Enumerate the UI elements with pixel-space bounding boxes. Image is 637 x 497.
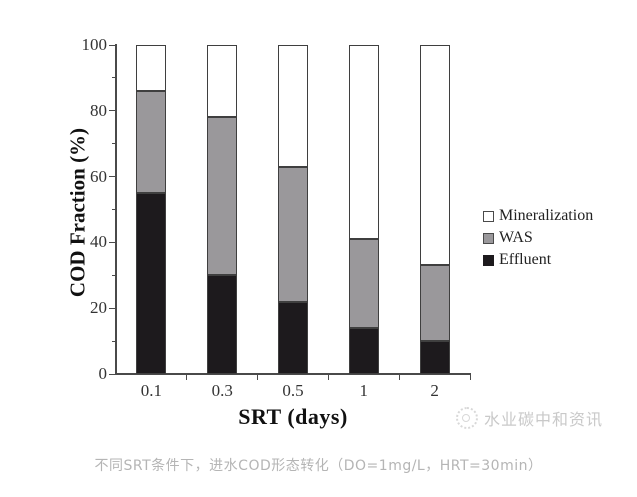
mineralization-swatch-icon	[483, 210, 494, 222]
y-minor-tick-mark	[112, 77, 116, 79]
effluent-swatch-icon	[483, 254, 494, 266]
y-tick-mark	[109, 110, 116, 112]
watermark: 水业碳中和资讯	[456, 406, 603, 430]
bar-segment-effluent	[278, 301, 308, 374]
y-tick-mark	[109, 176, 116, 178]
y-tick-mark	[109, 44, 116, 46]
bar-segment-was	[278, 166, 308, 302]
y-tick-label: 0	[98, 364, 108, 383]
y-axis-title: COD Fraction (%)	[65, 127, 90, 298]
bar-segment-mineralization	[278, 45, 308, 167]
bar-segment-was	[419, 265, 450, 342]
legend-item-mineralization: Mineralization	[483, 205, 593, 227]
x-tick-mark	[398, 374, 400, 380]
y-tick-label: 100	[81, 35, 108, 54]
x-tick-label: 0.1	[140, 381, 163, 400]
x-tick-mark	[327, 374, 329, 380]
x-axis-title: SRT (days)	[238, 404, 348, 429]
watermark-text: 水业碳中和资讯	[484, 410, 604, 429]
y-minor-tick-mark	[112, 143, 116, 145]
legend-item-effluent: Effluent	[483, 249, 593, 271]
x-axis-line	[115, 373, 471, 375]
bar-segment-mineralization	[207, 45, 238, 118]
bar-segment-was	[207, 117, 238, 276]
x-tick-label: 0.3	[211, 381, 233, 400]
y-tick-label: 60	[90, 166, 107, 186]
bar-segment-was	[136, 91, 167, 194]
x-tick-mark	[186, 374, 188, 380]
figure-caption: 不同SRT条件下，进水COD形态转化（DO=1mg/L，HRT=30min）	[94, 458, 543, 474]
legend-label: Mineralization	[499, 207, 594, 224]
bar-segment-mineralization	[136, 45, 167, 92]
x-tick-mark	[469, 374, 471, 380]
y-tick-mark	[109, 373, 116, 375]
x-tick-mark	[257, 374, 259, 380]
panda-logo-icon	[456, 407, 478, 429]
chart-legend: Mineralization WAS Effluent	[483, 205, 593, 271]
bar-segment-effluent	[136, 193, 167, 374]
y-tick-mark	[109, 241, 116, 243]
y-tick-label: 40	[90, 232, 107, 252]
y-tick-label: 20	[90, 298, 107, 318]
bar-segment-effluent	[207, 275, 238, 374]
bar-segment-was	[348, 239, 379, 328]
was-swatch-icon	[483, 232, 494, 244]
bar-segment-effluent	[348, 327, 379, 374]
y-minor-tick-mark	[112, 274, 116, 276]
legend-label: WAS	[499, 229, 533, 246]
y-minor-tick-mark	[112, 209, 116, 210]
y-tick-mark	[109, 307, 116, 309]
y-minor-tick-mark	[112, 340, 116, 342]
bar-segment-mineralization	[348, 45, 379, 240]
bar-segment-mineralization	[419, 45, 450, 266]
x-tick-label: 0.5	[282, 381, 304, 400]
y-axis-line	[115, 44, 117, 375]
x-tick-label: 1	[359, 381, 369, 400]
bar-segment-effluent	[419, 341, 450, 374]
x-tick-label: 2	[430, 381, 439, 400]
legend-label: Effluent	[499, 251, 552, 268]
legend-item-was: WAS	[483, 227, 593, 249]
y-tick-label: 80	[90, 100, 107, 120]
